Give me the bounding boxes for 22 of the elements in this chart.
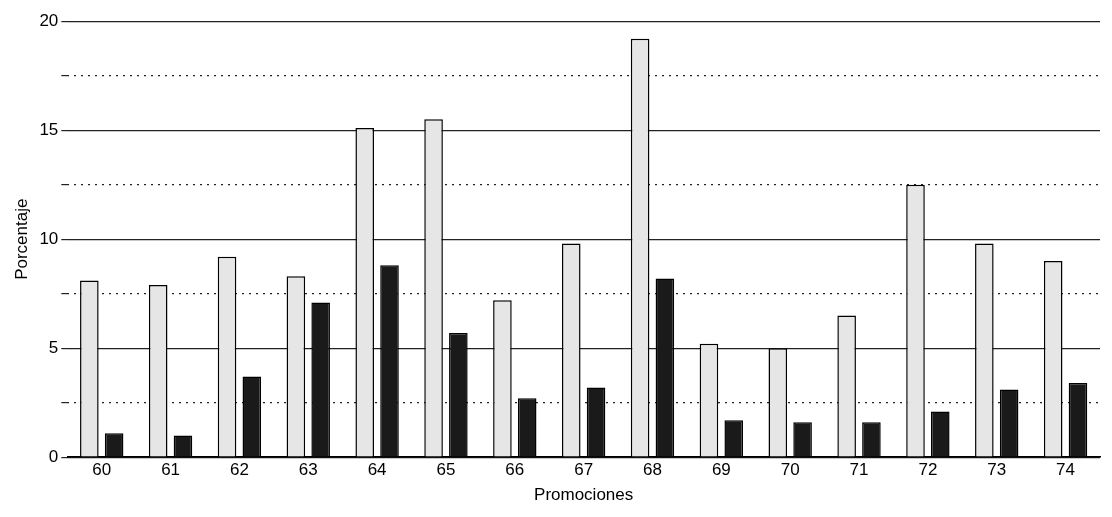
x-tick-label: 72 — [918, 460, 938, 480]
x-tick-label: 73 — [987, 460, 1007, 480]
x-tick-label: 62 — [229, 460, 249, 480]
x-tick-label: 70 — [780, 460, 800, 480]
x-tick-label: 66 — [505, 460, 525, 480]
y-tick-label: 10 — [39, 228, 59, 248]
x-tick-label: 68 — [643, 460, 662, 480]
y-tick-label: 15 — [39, 119, 59, 139]
x-tick-label: 69 — [711, 460, 731, 480]
y-axis-title: Porcentaje — [11, 198, 31, 280]
x-tick-label: 61 — [161, 460, 181, 480]
x-tick-label: 63 — [298, 460, 318, 480]
x-tick-label: 64 — [367, 460, 387, 480]
y-tick-label: 20 — [39, 10, 59, 30]
y-tick-label: 5 — [48, 337, 59, 357]
x-tick-label: 65 — [436, 460, 456, 480]
x-tick-label: 67 — [574, 460, 594, 480]
x-tick-label: 74 — [1056, 460, 1076, 480]
x-axis-title: Promociones — [534, 485, 634, 505]
x-tick-label: 71 — [849, 460, 869, 480]
x-tick-label: 60 — [92, 460, 112, 480]
y-tick-label: 0 — [48, 446, 59, 466]
